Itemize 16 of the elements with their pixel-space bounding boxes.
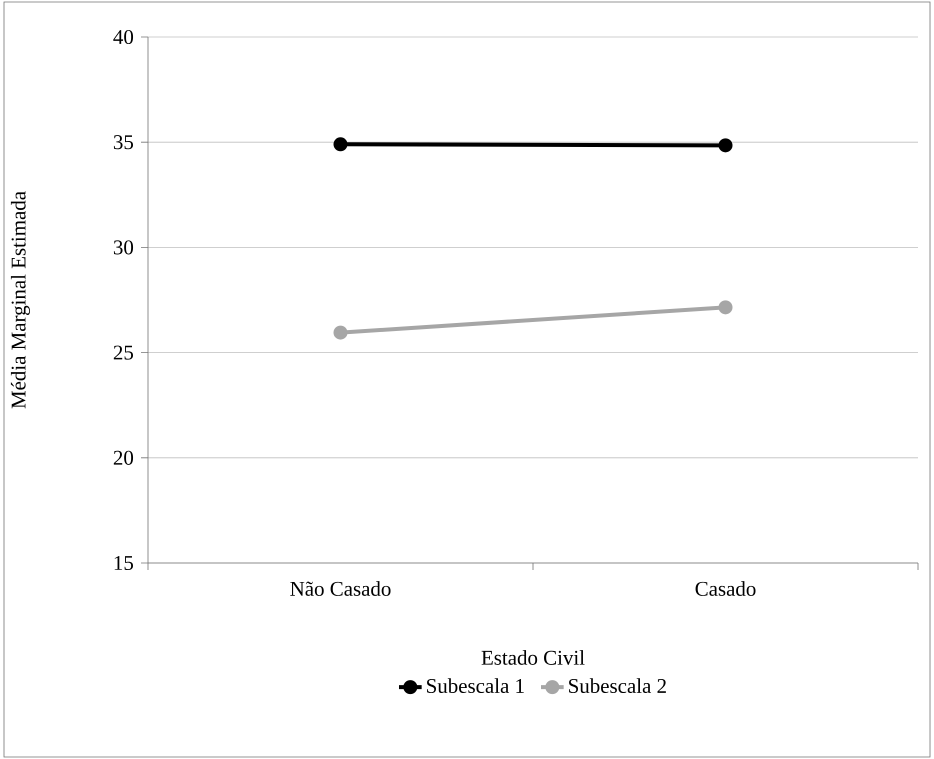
x-axis-title: Estado Civil — [482, 650, 585, 665]
point — [718, 138, 733, 152]
point — [334, 137, 348, 152]
y-tick-label: 15 — [114, 556, 134, 570]
point — [718, 300, 733, 314]
y-tick-label: 25 — [114, 346, 134, 360]
legend-label: Subescala 2 — [569, 678, 666, 694]
y-tick-label: 40 — [113, 30, 134, 44]
legend-label: Subescala 1 — [427, 678, 524, 694]
y-tick-label: 20 — [114, 450, 134, 465]
y-tick-label: 30 — [114, 240, 134, 254]
y-tick-label: 35 — [114, 135, 134, 150]
x-tick-label: Não Casado — [290, 581, 391, 596]
x-tick-label: Casado — [696, 581, 756, 596]
y-axis-title: Média Marginal Estimada — [10, 191, 30, 408]
point — [334, 326, 348, 340]
